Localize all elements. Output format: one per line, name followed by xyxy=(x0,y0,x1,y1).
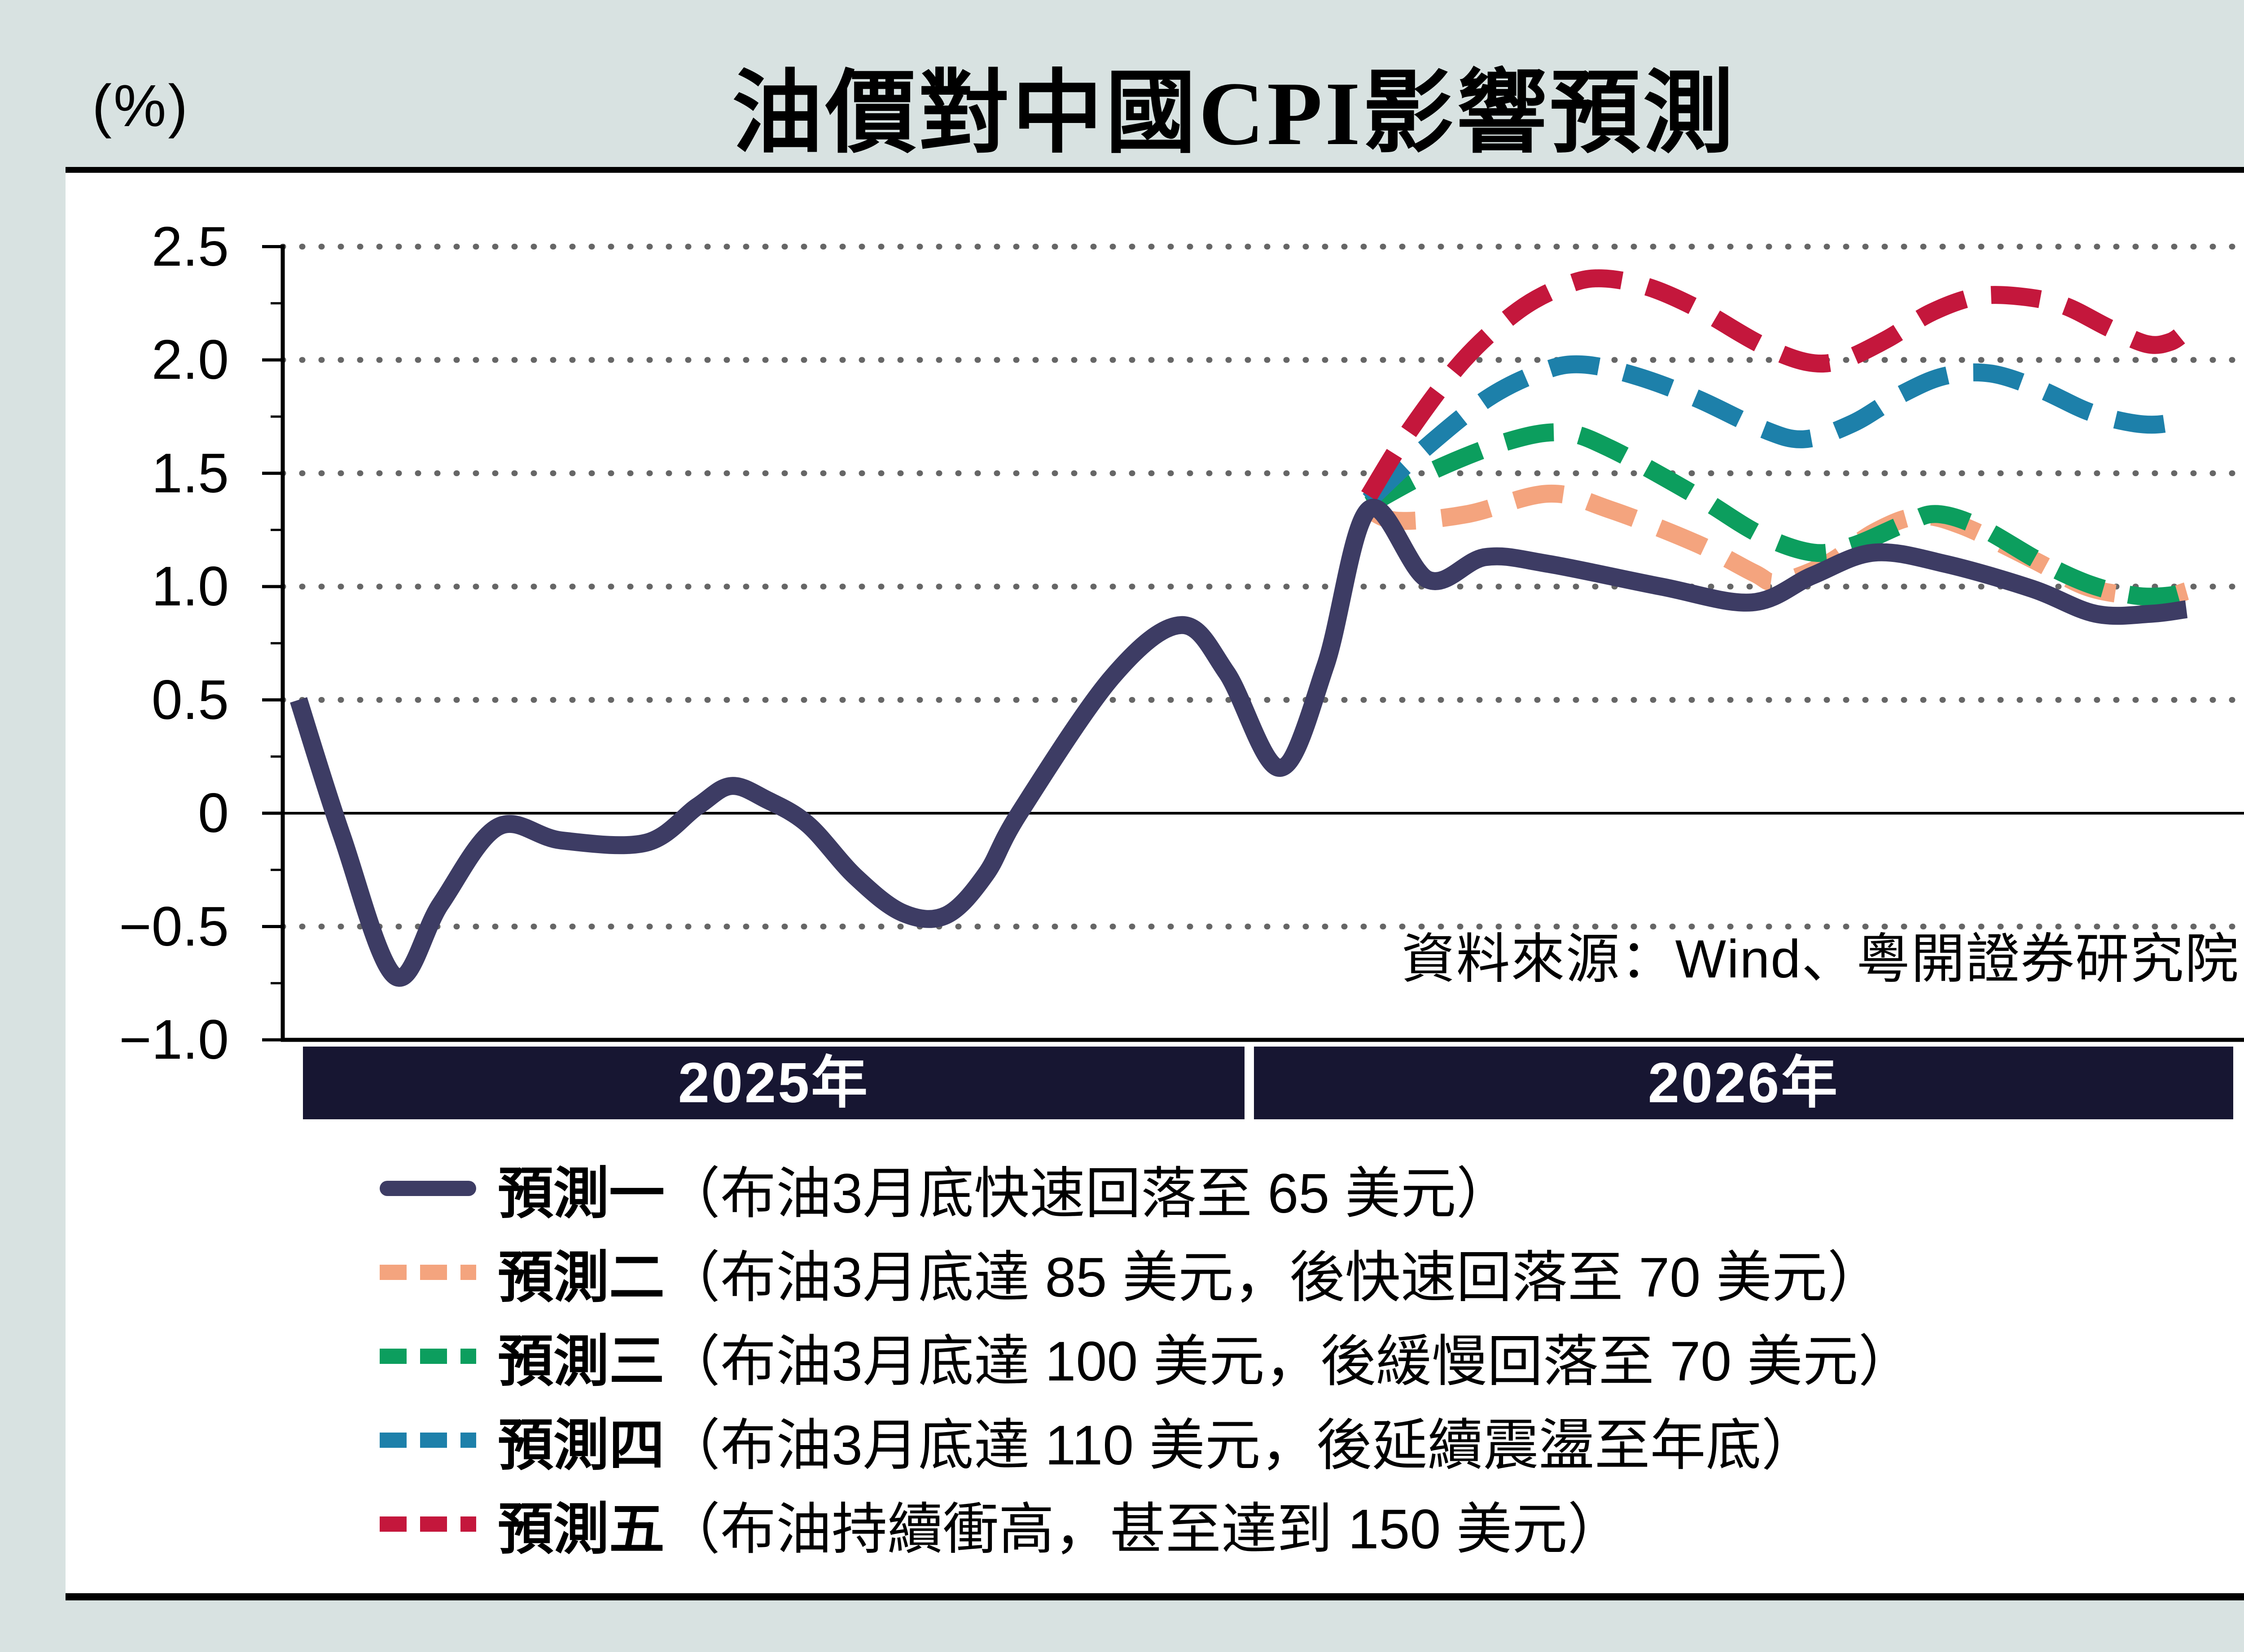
legend-row-預測三: 預測三（布油3月底達 100 美元，後緩慢回落至 70 美元） xyxy=(380,1323,1914,1393)
title-underline-rule xyxy=(66,167,2244,173)
series-預測四 xyxy=(1363,355,2191,507)
legend-swatch-dashed-line xyxy=(380,1349,476,1364)
legend-series-name: 預測四 xyxy=(498,1415,665,1477)
legend-row-預測二: 預測二（布油3月底達 85 美元，後快速回落至 70 美元） xyxy=(380,1239,1883,1309)
legend-swatch-dashed-line xyxy=(380,1265,476,1280)
legend-series-name: 預測一 xyxy=(498,1163,665,1225)
y-tick-label-−1.0: −1.0 xyxy=(119,1009,229,1071)
legend-swatch-dashed-line xyxy=(380,1516,476,1532)
y-tick-label-−0.5: −0.5 xyxy=(119,895,229,958)
legend-series-desc: （布油3月底快速回落至 65 美元） xyxy=(665,1163,1512,1225)
y-tick-label-1.5: 1.5 xyxy=(151,442,229,504)
legend-series-name: 預測五 xyxy=(498,1499,665,1560)
legend-series-desc: （布油持續衝高，甚至達到 150 美元） xyxy=(665,1499,1623,1560)
y-tick-label-2.0: 2.0 xyxy=(151,329,229,391)
legend-label: 預測三（布油3月底達 100 美元，後緩慢回落至 70 美元） xyxy=(498,1316,1914,1397)
series-預測一 xyxy=(290,499,2188,987)
legend-series-desc: （布油3月底達 110 美元，後延續震盪至年底） xyxy=(665,1415,1817,1477)
legend-swatch-dashed-line xyxy=(380,1433,476,1448)
x-axis-band-2025: 2025年 xyxy=(303,1047,1245,1119)
series-預測五 xyxy=(1361,269,2192,501)
chart-title: 油價對中國CPI影響預測 xyxy=(732,63,1736,164)
series-預測三 xyxy=(1364,423,2189,606)
y-tick-label-0: 0 xyxy=(198,782,229,844)
y-tick-label-1.0: 1.0 xyxy=(151,556,229,618)
bottom-rule xyxy=(66,1593,2244,1600)
x-axis-band-2026: 2026年 xyxy=(1254,1047,2233,1119)
legend-label: 預測一（布油3月底快速回落至 65 美元） xyxy=(498,1148,1512,1229)
legend-series-desc: （布油3月底達 100 美元，後緩慢回落至 70 美元） xyxy=(665,1331,1914,1393)
y-tick-label-0.5: 0.5 xyxy=(151,669,229,731)
source-note: 資料來源：Wind、粵開證券研究院 xyxy=(1401,929,2240,989)
legend-label: 預測五（布油持續衝高，甚至達到 150 美元） xyxy=(498,1484,1623,1564)
legend-row-預測四: 預測四（布油3月底達 110 美元，後延續震盪至年底） xyxy=(380,1407,1817,1477)
legend-label: 預測二（布油3月底達 85 美元，後快速回落至 70 美元） xyxy=(498,1232,1883,1313)
legend-series-desc: （布油3月底達 85 美元，後快速回落至 70 美元） xyxy=(665,1247,1883,1309)
y-axis-unit-label: (%) xyxy=(92,73,190,139)
legend-row-預測一: 預測一（布油3月底快速回落至 65 美元） xyxy=(380,1155,1512,1225)
legend-series-name: 預測三 xyxy=(498,1331,665,1393)
legend-row-預測五: 預測五（布油持續衝高，甚至達到 150 美元） xyxy=(380,1490,1623,1560)
legend-swatch-solid-line xyxy=(380,1181,476,1196)
legend-series-name: 預測二 xyxy=(498,1247,665,1309)
y-tick-label-2.5: 2.5 xyxy=(151,215,229,278)
legend-label: 預測四（布油3月底達 110 美元，後延續震盪至年底） xyxy=(498,1400,1817,1481)
